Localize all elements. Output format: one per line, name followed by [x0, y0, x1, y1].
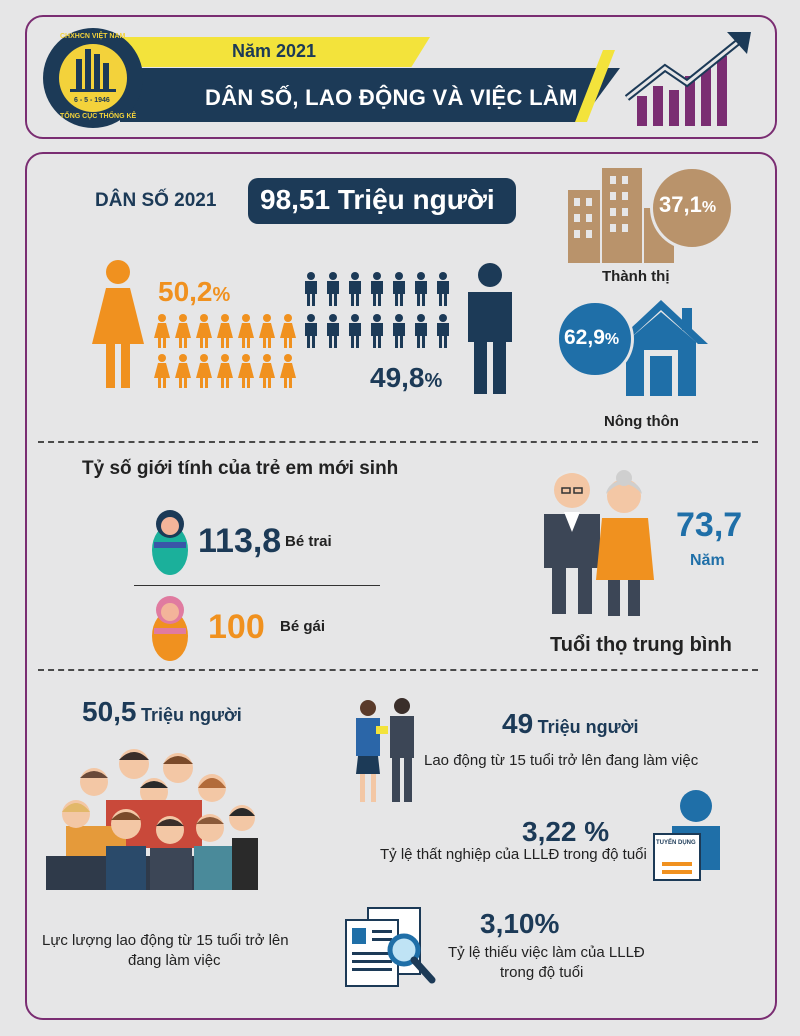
- labour-force-heading: 50,5 Triệu người: [82, 696, 242, 728]
- employed-value: 49: [502, 708, 534, 739]
- divider-2: [38, 669, 758, 671]
- underemployment-value: 3,10%: [480, 908, 560, 939]
- logo-date: 6 - 5 - 1946: [74, 97, 110, 104]
- underemployment-desc-line1: Tỷ lệ thiếu việc làm của LLLĐ: [448, 944, 645, 961]
- boys-ratio-value: 113,8: [198, 522, 282, 560]
- rural-label: Nông thôn: [604, 413, 679, 430]
- female-figure-icon: [88, 258, 148, 390]
- baby-girl-icon: [150, 594, 190, 662]
- urban-percent-value: 37,1: [659, 192, 702, 217]
- underemployment-desc-line2: trong độ tuổi: [500, 964, 584, 981]
- logo-bottom-text: TỔNG CỤC THỐNG KÊ: [60, 113, 137, 120]
- employed-unit: Triệu người: [537, 717, 639, 737]
- documents-search-icon: [344, 906, 444, 994]
- girls-label: Bé gái: [280, 618, 326, 635]
- labour-force-value: 50,5: [82, 696, 137, 727]
- page-title: DÂN SỐ, LAO ĐỘNG VÀ VIỆC LÀM: [205, 85, 578, 110]
- labour-force-desc-line1: Lực lượng lao động từ 15 tuổi trở lên: [42, 932, 289, 949]
- male-percent: 49,8%: [370, 362, 442, 394]
- life-expectancy-label: Tuổi thọ trung bình: [550, 634, 732, 656]
- unemployment-desc: Tỷ lệ thất nghiệp của LLLĐ trong độ tuổi: [380, 846, 647, 863]
- employed-heading: 49 Triệu người: [502, 708, 638, 740]
- labour-force-unit: Triệu người: [140, 705, 242, 725]
- population-total-box: [248, 178, 516, 224]
- population-label: DÂN SỐ 2021: [95, 190, 217, 211]
- sex-ratio-title: Tỷ số giới tính của trẻ em mới sinh: [82, 458, 399, 479]
- urban-percent: 37,1%: [659, 192, 716, 218]
- title-banner: [120, 68, 620, 122]
- girls-ratio-value: 100: [208, 608, 265, 646]
- population-total: 98,51 Triệu người: [260, 184, 495, 215]
- year-banner: [120, 37, 430, 67]
- recruitment-icon: [650, 786, 736, 882]
- rural-percent-value: 62,9: [564, 326, 605, 349]
- logo-top-text: CHXHCN VIỆT NAM: [60, 33, 126, 40]
- female-percent-sign: %: [212, 284, 231, 306]
- urban-percent-sign: %: [701, 199, 717, 216]
- urban-percent-circle: [650, 166, 734, 250]
- unemployment-value: 3,22 %: [522, 816, 610, 847]
- female-percent-value: 50,2: [158, 276, 213, 307]
- female-percent: 50,2%: [158, 276, 230, 308]
- sex-ratio-divider: [134, 585, 380, 586]
- life-expectancy-value: 73,7: [676, 506, 743, 544]
- business-people-icon: [346, 696, 424, 804]
- gso-logo: [42, 27, 144, 129]
- male-figures-grid: [304, 272, 464, 352]
- rural-percent: 62,9%: [564, 326, 619, 350]
- growth-chart-icon: [625, 28, 755, 128]
- rural-percent-circle: [556, 300, 634, 378]
- male-percent-value: 49,8: [370, 362, 425, 393]
- employed-desc: Lao động từ 15 tuổi trở lên đang làm việ…: [424, 752, 699, 769]
- urban-label: Thành thị: [602, 268, 670, 285]
- divider-1: [38, 441, 758, 443]
- city-buildings-icon: [568, 168, 678, 263]
- male-percent-sign: %: [424, 370, 443, 392]
- year-label: Năm 2021: [232, 41, 317, 61]
- boys-label: Bé trai: [285, 533, 332, 550]
- elderly-couple-icon: [536, 462, 662, 622]
- life-expectancy-unit: Năm: [690, 552, 725, 569]
- baby-boy-icon: [150, 508, 190, 576]
- male-figure-icon: [462, 262, 518, 396]
- recruitment-sign-text: TUYỂN DỤNG: [656, 840, 696, 846]
- female-figures-grid: [154, 314, 304, 390]
- rural-percent-sign: %: [604, 331, 620, 348]
- labour-force-desc-line2: đang làm việc: [128, 952, 221, 969]
- workforce-crowd-icon: [46, 738, 258, 890]
